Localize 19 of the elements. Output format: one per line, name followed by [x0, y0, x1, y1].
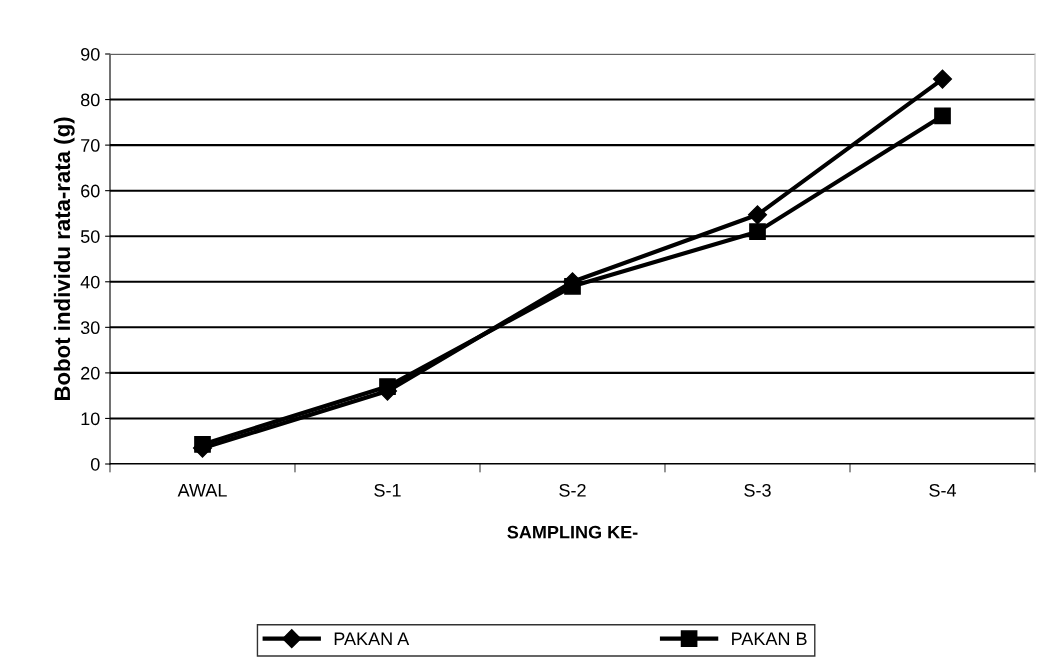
y-tick-label: 40 [80, 275, 100, 289]
y-tick-label: 20 [81, 366, 100, 380]
y-tick-label: 90 [81, 47, 100, 61]
y-tick-label: 50 [80, 230, 100, 243]
x-tick-label: S-3 [744, 483, 771, 497]
y-tick-label: 30 [80, 321, 100, 335]
y-tick-label: 70 [81, 139, 100, 152]
y-tick-label: 0 [90, 457, 100, 471]
y-tick-label: 80 [80, 93, 100, 107]
y-tick-label: 10 [81, 412, 100, 426]
x-axis-title: SAMPLING KE- [507, 525, 638, 539]
x-tick-label: S-2 [559, 483, 586, 497]
x-tick-label: S-1 [374, 483, 401, 497]
y-tick-label: 60 [81, 184, 100, 198]
legend-label: PAKAN B [732, 632, 807, 645]
y-axis-title: Bobot individu rata-rata (g) [53, 117, 75, 401]
x-tick-label: AWAL [177, 484, 227, 497]
legend-label: PAKAN A [334, 632, 410, 645]
x-tick-label: S-4 [929, 483, 957, 497]
